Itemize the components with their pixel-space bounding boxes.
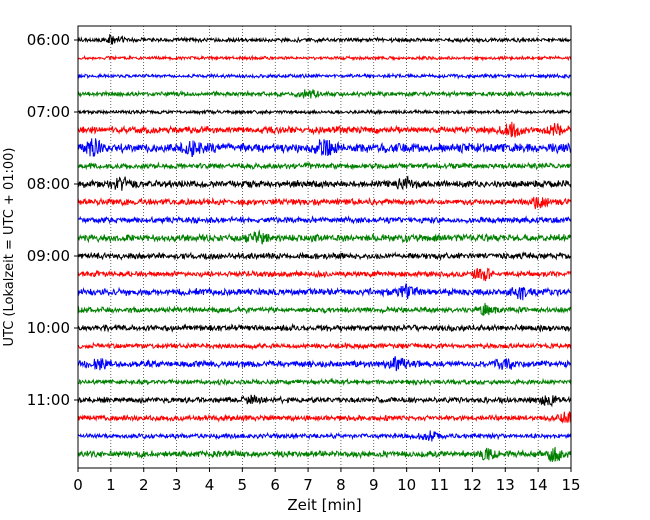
trace-row-0915 bbox=[77, 267, 572, 282]
trace-row-0730 bbox=[77, 138, 572, 157]
trace-row-1030 bbox=[77, 356, 572, 372]
x-tick-label: 11 bbox=[430, 476, 449, 494]
x-tick-label: 5 bbox=[238, 476, 248, 494]
trace-row-0700 bbox=[77, 108, 572, 116]
trace-row-0745 bbox=[77, 161, 572, 171]
trace-row-0830 bbox=[77, 215, 572, 225]
trace-row-1000 bbox=[77, 322, 572, 333]
trace-row-0930 bbox=[77, 283, 572, 301]
x-tick-label: 7 bbox=[303, 476, 313, 494]
trace-row-1130 bbox=[77, 430, 572, 442]
trace-row-0615 bbox=[77, 54, 572, 62]
x-tick-label: 0 bbox=[73, 476, 83, 494]
trace-row-0945 bbox=[77, 302, 572, 317]
trace-row-0600 bbox=[77, 33, 572, 45]
x-tick-label: 3 bbox=[172, 476, 182, 494]
y-tick-label: 08:00 bbox=[27, 175, 70, 193]
trace-row-1045 bbox=[77, 377, 572, 387]
x-tick-label: 4 bbox=[205, 476, 215, 494]
trace-row-0715 bbox=[77, 121, 572, 138]
y-axis-ticks: 06:00 07:00 08:00 09:00 10:00 11:00 bbox=[27, 31, 78, 409]
x-tick-label: 15 bbox=[561, 476, 580, 494]
x-tick-label: 14 bbox=[529, 476, 548, 494]
trace-row-0815 bbox=[77, 196, 572, 210]
trace-row-0645 bbox=[77, 89, 572, 100]
x-tick-label: 9 bbox=[369, 476, 379, 494]
x-tick-label: 13 bbox=[496, 476, 515, 494]
y-tick-label: 11:00 bbox=[27, 391, 70, 409]
trace-row-0630 bbox=[77, 72, 572, 80]
trace-row-0800 bbox=[77, 175, 572, 191]
x-axis-ticks: 0 1 2 3 4 5 6 7 8 9 10 11 12 13 14 15 bbox=[73, 468, 581, 494]
y-tick-label: 07:00 bbox=[27, 103, 70, 121]
trace-row-1145 bbox=[77, 446, 572, 463]
plot-frame bbox=[77, 25, 572, 469]
trace-row-0900 bbox=[77, 251, 572, 262]
x-tick-label: 12 bbox=[463, 476, 482, 494]
x-axis-label: Zeit [min] bbox=[287, 496, 361, 514]
y-axis-label: UTC (Lokalzeit = UTC + 01:00) bbox=[2, 148, 17, 347]
x-tick-label: 2 bbox=[139, 476, 149, 494]
x-tick-label: 10 bbox=[397, 476, 416, 494]
trace-row-0845 bbox=[77, 229, 572, 245]
y-tick-label: 06:00 bbox=[27, 31, 70, 49]
x-tick-label: 1 bbox=[106, 476, 116, 494]
y-tick-label: 10:00 bbox=[27, 319, 70, 337]
x-tick-label: 8 bbox=[336, 476, 346, 494]
seismic-traces bbox=[77, 33, 572, 463]
plot-area bbox=[78, 26, 571, 468]
y-tick-label: 09:00 bbox=[27, 247, 70, 265]
trace-row-1100 bbox=[77, 394, 572, 408]
trace-row-1015 bbox=[77, 341, 572, 351]
trace-row-1115 bbox=[77, 410, 572, 424]
x-tick-label: 6 bbox=[270, 476, 280, 494]
